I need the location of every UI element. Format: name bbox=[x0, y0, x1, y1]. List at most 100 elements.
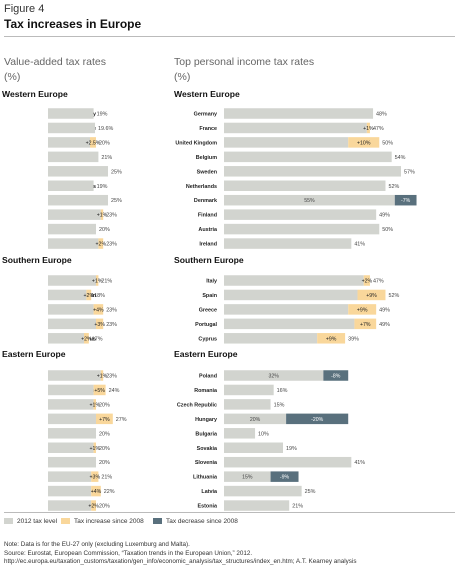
vat-poland-increase-bar bbox=[100, 370, 104, 381]
income-sovakia-country-label: Sovakia bbox=[197, 446, 218, 452]
vat-slovenia-value-label: 20% bbox=[99, 460, 110, 466]
vat-estonia-increase-bar bbox=[91, 500, 96, 511]
vat-sweden-base-bar bbox=[48, 166, 108, 177]
income-lithuania-country-label: Lithuania bbox=[193, 475, 218, 481]
vat-hungary-increase-bar bbox=[96, 413, 113, 425]
income-romania-value-label: 16% bbox=[277, 388, 288, 394]
income-italy-value-label: 47% bbox=[373, 279, 384, 285]
legend-divider bbox=[4, 512, 455, 513]
income-bulgaria-base-bar bbox=[224, 428, 256, 439]
income-austria-base-bar bbox=[224, 223, 380, 235]
vat-netherlands-value-label: 19% bbox=[97, 184, 108, 190]
income-spain-increase-bar bbox=[357, 289, 386, 301]
income-spain-value-label: 52% bbox=[388, 293, 399, 299]
income-romania-base-bar bbox=[224, 384, 274, 396]
income-greece-increase-bar bbox=[348, 304, 377, 315]
vat-spain-increase-bar bbox=[86, 289, 92, 301]
vat-united-kingdom-increase-label: +2.5% bbox=[86, 140, 101, 146]
income-hungary-base-bar bbox=[224, 413, 287, 425]
income-chart-title: Top personal income tax rates bbox=[174, 56, 315, 68]
vat-cyprus-value-label: 17% bbox=[92, 336, 103, 342]
income-netherlands-country-label: Netherlands bbox=[186, 184, 217, 190]
legend-item-increase: Tax increase since 2008 bbox=[61, 518, 144, 525]
income-czech-republic-value-label: 15% bbox=[274, 402, 285, 408]
income-lithuania-decrease-label: -9% bbox=[280, 475, 290, 481]
vat-cyprus-increase-bar bbox=[84, 333, 89, 344]
vat-lithuania-value-label: 21% bbox=[101, 475, 112, 481]
income-denmark-country-label: Denmark bbox=[194, 198, 217, 204]
income-austria-value-label: 50% bbox=[382, 227, 393, 233]
income-czech-republic-base-bar bbox=[224, 399, 271, 410]
income-poland-decrease-label: -8% bbox=[331, 374, 341, 380]
vat-austria-base-bar bbox=[48, 223, 96, 235]
income-italy-base-bar bbox=[224, 275, 364, 286]
vat-finland-increase-bar bbox=[100, 209, 104, 220]
income-poland-base-label: 32% bbox=[268, 374, 279, 380]
income-greece-base-bar bbox=[224, 304, 349, 315]
income-sovakia-value-label: 19% bbox=[286, 446, 297, 452]
vat-italy-base-bar bbox=[48, 275, 96, 286]
income-sweden-value-label: 57% bbox=[404, 169, 415, 175]
vat-latvia-increase-bar bbox=[91, 485, 101, 497]
income-denmark-base-label: 55% bbox=[304, 198, 315, 204]
legend-swatch-increase bbox=[61, 518, 70, 525]
income-united-kingdom-value-label: 50% bbox=[382, 140, 393, 146]
vat-germany-value-label: 19% bbox=[97, 112, 108, 118]
income-estonia-country-label: Estonia bbox=[198, 504, 218, 510]
source-text: Source: Eurostat, European Commission, “… bbox=[4, 549, 253, 557]
vat-bulgaria-value-label: 20% bbox=[99, 431, 110, 437]
vat-group-header-southern-europe: Southern Europe bbox=[2, 255, 72, 265]
vat-portugal-value-label: 23% bbox=[106, 322, 117, 328]
vat-united-kingdom-value-label: 20% bbox=[99, 140, 110, 146]
income-hungary-base-label: 20% bbox=[250, 417, 261, 423]
vat-slovenia-base-bar bbox=[48, 456, 96, 468]
vat-greece-value-label: 23% bbox=[106, 307, 117, 313]
vat-group-header-western-europe: Western Europe bbox=[2, 89, 68, 99]
vat-cyprus-base-bar bbox=[48, 333, 84, 344]
vat-group-header-eastern-europe: Eastern Europe bbox=[2, 349, 66, 359]
income-lithuania-decrease-bar bbox=[270, 471, 299, 482]
income-group-header-southern-europe: Southern Europe bbox=[174, 255, 244, 265]
income-cyprus-value-label: 39% bbox=[348, 336, 359, 342]
vat-spain-base-bar bbox=[48, 289, 87, 301]
income-finland-value-label: 49% bbox=[379, 213, 390, 219]
income-poland-base-bar bbox=[224, 370, 324, 381]
vat-ireland-increase-label: +2% bbox=[96, 242, 107, 248]
income-germany-base-bar bbox=[224, 108, 374, 119]
vat-lithuania-increase-bar bbox=[91, 471, 99, 482]
income-belgium-country-label: Belgium bbox=[196, 155, 217, 161]
vat-ireland-increase-bar bbox=[98, 238, 104, 249]
vat-romania-increase-label: +5% bbox=[94, 388, 105, 394]
income-finland-base-bar bbox=[224, 209, 377, 220]
vat-ireland-base-bar bbox=[48, 238, 99, 249]
income-cyprus-country-label: Cyprus bbox=[198, 336, 217, 342]
vat-romania-value-label: 24% bbox=[109, 388, 120, 394]
income-united-kingdom-base-bar bbox=[224, 137, 349, 148]
figure-title: Tax increases in Europe bbox=[4, 17, 142, 31]
title-divider bbox=[4, 36, 455, 37]
vat-italy-increase-label: +1% bbox=[92, 279, 103, 285]
vat-germany-base-bar bbox=[48, 108, 94, 119]
income-chart-unit: (%) bbox=[174, 71, 191, 83]
income-ireland-base-bar bbox=[224, 238, 352, 249]
vat-portugal-increase-bar bbox=[96, 318, 104, 330]
vat-czech-republic-base-bar bbox=[48, 399, 94, 410]
income-italy-country-label: Italy bbox=[206, 279, 217, 285]
vat-finland-base-bar bbox=[48, 209, 101, 220]
vat-czech-republic-increase-bar bbox=[93, 399, 96, 410]
vat-italy-increase-bar bbox=[96, 275, 99, 286]
income-sovakia-base-bar bbox=[224, 442, 283, 453]
vat-sweden-value-label: 25% bbox=[111, 169, 122, 175]
income-estonia-value-label: 21% bbox=[292, 504, 303, 510]
legend-label-base: 2012 tax level bbox=[17, 518, 58, 525]
vat-poland-increase-label: +1% bbox=[97, 374, 108, 380]
income-cyprus-increase-bar bbox=[317, 333, 346, 344]
vat-italy-value-label: 21% bbox=[101, 279, 112, 285]
income-netherlands-value-label: 52% bbox=[388, 184, 399, 190]
income-united-kingdom-country-label: United Kingdom bbox=[175, 140, 217, 146]
vat-finland-increase-label: +1% bbox=[97, 213, 108, 219]
income-poland-country-label: Poland bbox=[199, 374, 217, 380]
vat-portugal-increase-label: +3% bbox=[94, 322, 105, 328]
income-ireland-value-label: 41% bbox=[354, 242, 365, 248]
income-italy-increase-label: +2% bbox=[362, 279, 373, 285]
